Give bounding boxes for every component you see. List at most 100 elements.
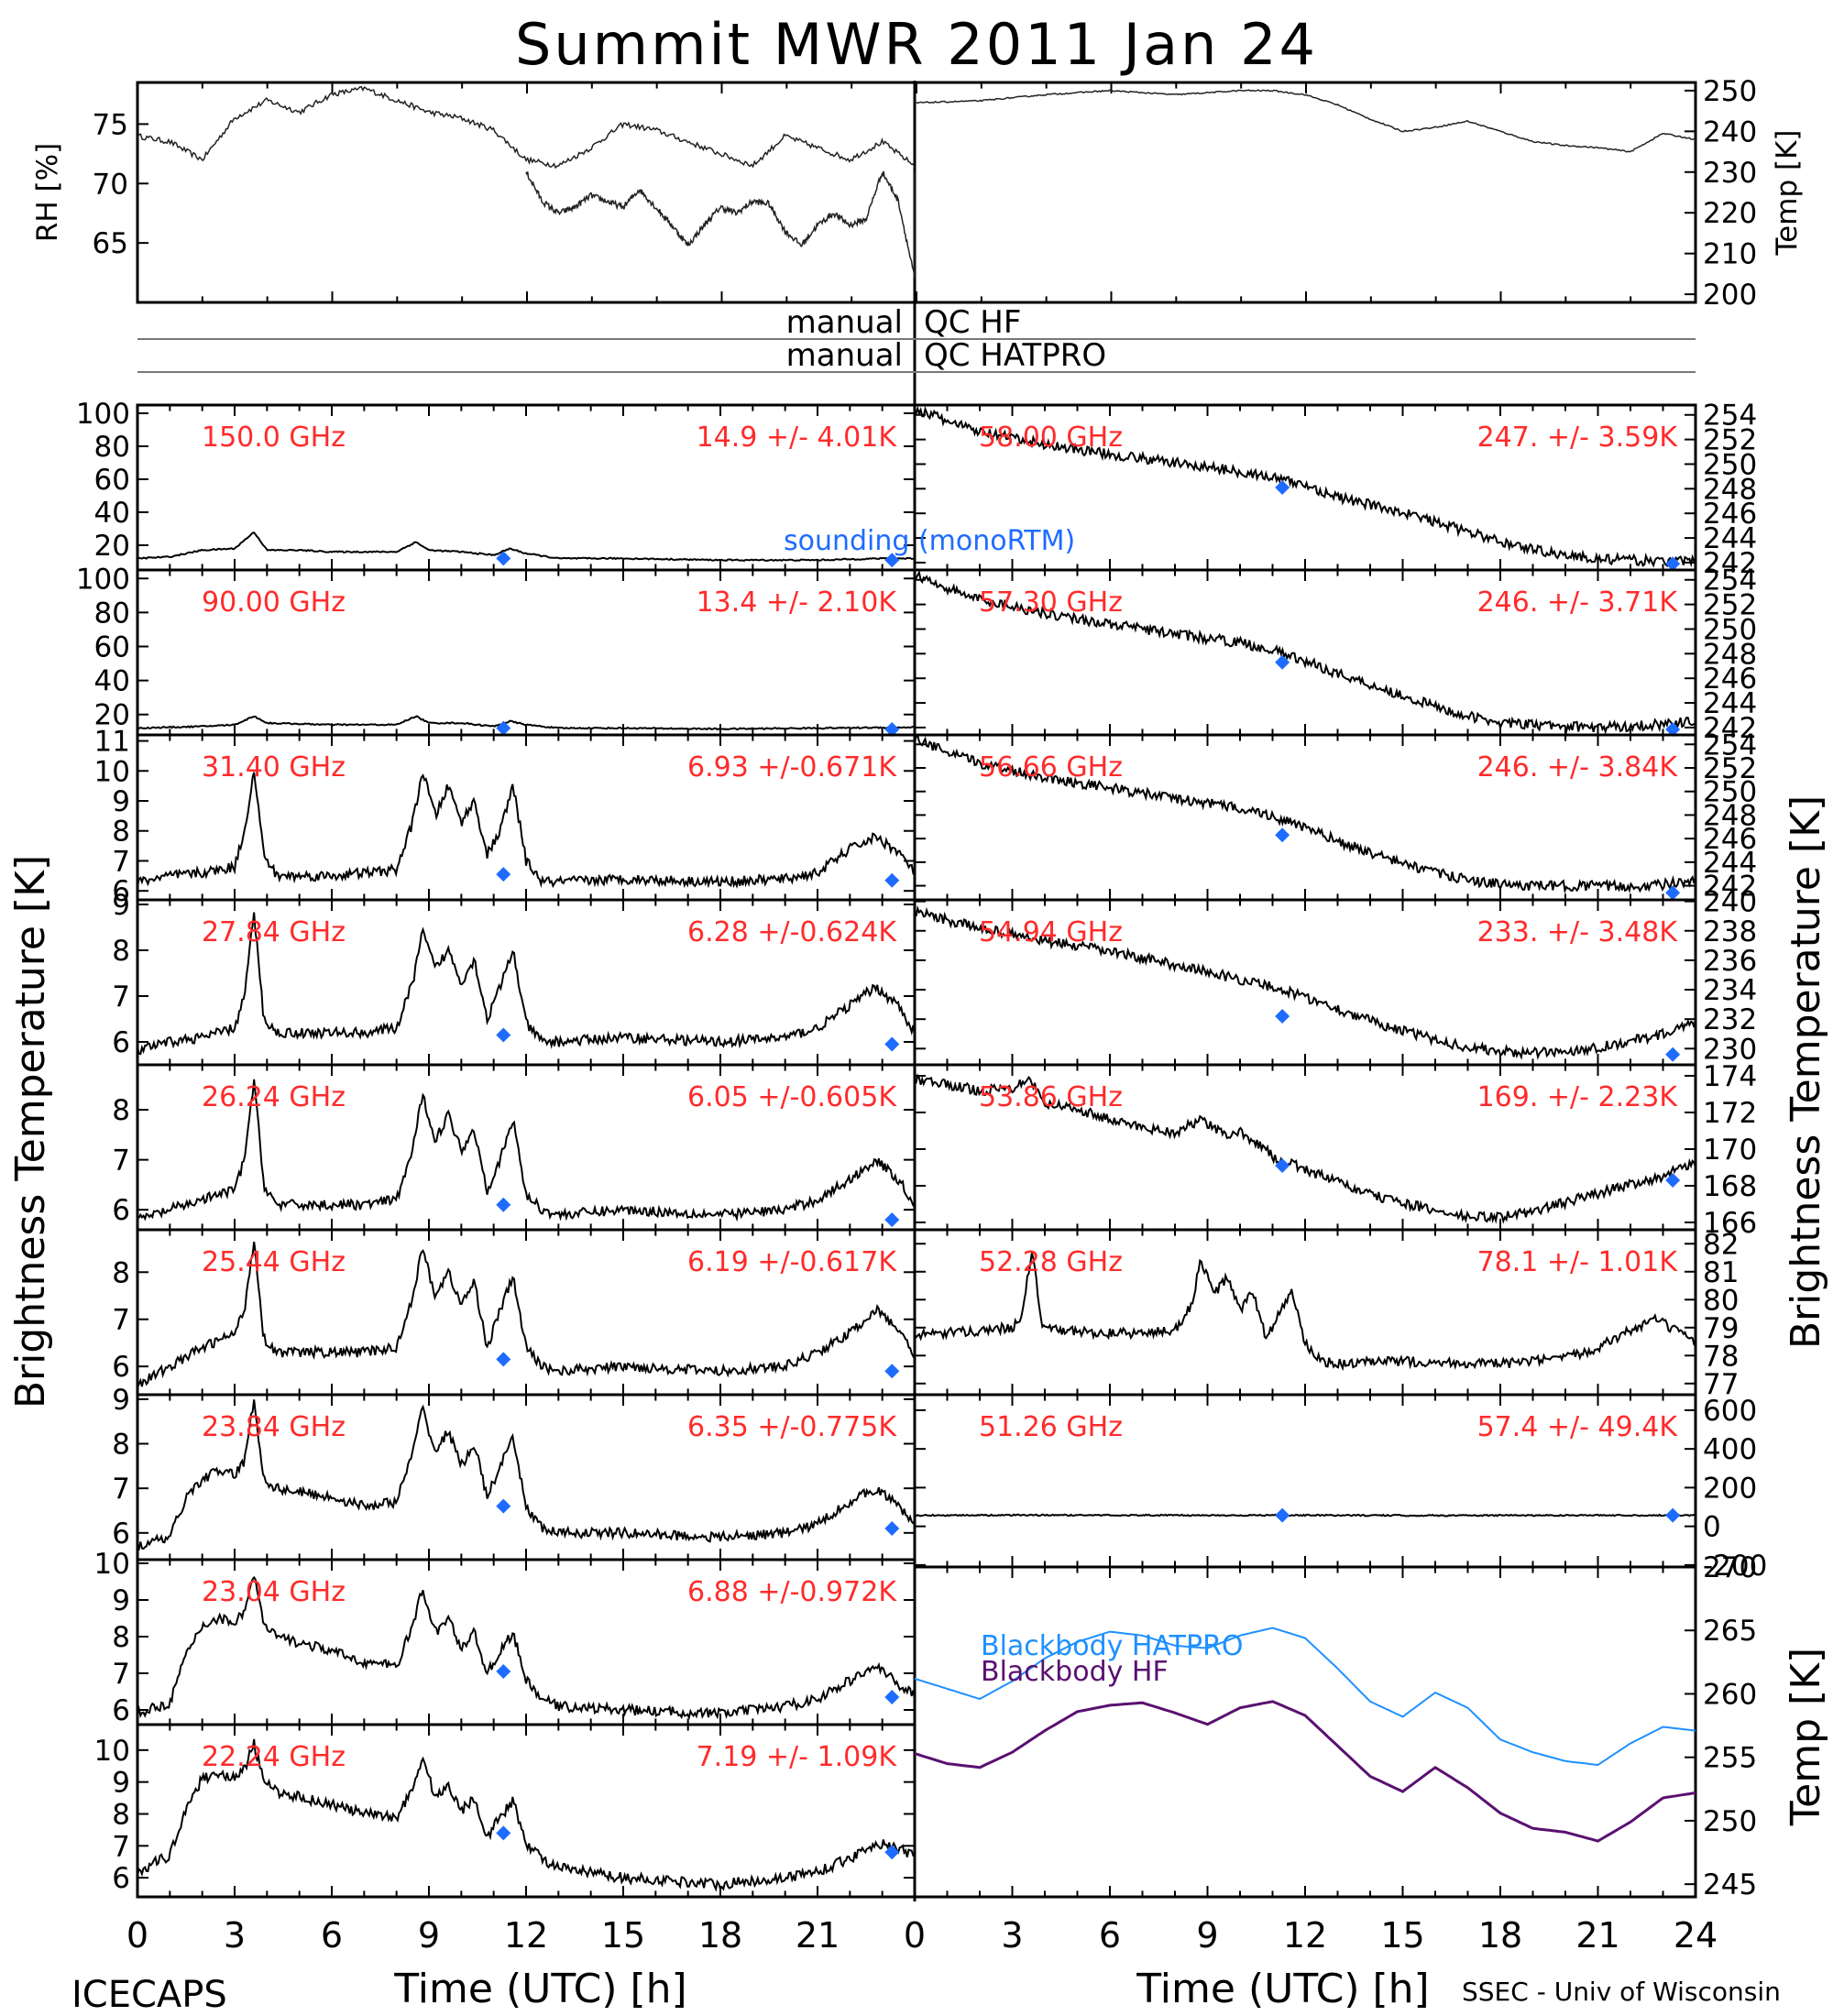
y-tick-label: 7 — [112, 1145, 130, 1178]
y-tick-label: 248 — [1703, 638, 1757, 671]
sounding-marker — [1275, 1158, 1290, 1173]
y-tick-label: 168 — [1703, 1170, 1757, 1203]
channel-stats-label: 13.4 +/- 2.10K — [697, 586, 898, 619]
y-tick-label: 8 — [112, 1429, 130, 1462]
y-tick-label: 9 — [112, 1584, 130, 1617]
channel-frequency-label: 58.00 GHz — [979, 422, 1123, 454]
y-tick-label: 245 — [1703, 1868, 1757, 1901]
x-tick-label: 0 — [904, 1915, 926, 1956]
x-tick-label: 0 — [126, 1915, 148, 1956]
channel-frequency-label: 90.00 GHz — [202, 586, 346, 619]
y-label-right: Brightness Temperature [K] — [1783, 795, 1829, 1349]
channel-stats-label: 78.1 +/- 1.01K — [1477, 1246, 1679, 1278]
x-tick-label: 21 — [1575, 1915, 1619, 1956]
channel-stats-label: 233. +/- 3.48K — [1477, 916, 1679, 948]
sounding-marker — [1665, 1046, 1681, 1062]
legend-entry: Blackbody HATPRO — [981, 1630, 1244, 1662]
channel-stats-label: 14.9 +/- 4.01K — [697, 422, 898, 454]
channel-trace — [137, 1575, 916, 1720]
y-tick-label: 240 — [1703, 115, 1757, 148]
y-tick-label: 244 — [1703, 847, 1757, 880]
sounding-marker — [1275, 654, 1290, 670]
y-tick-label: 244 — [1703, 687, 1757, 720]
channel-trace — [137, 1241, 916, 1388]
channel-stats-label: 6.19 +/-0.617K — [687, 1246, 897, 1278]
x-tick-label: 12 — [1283, 1915, 1327, 1956]
y-tick-label: 250 — [1703, 613, 1757, 646]
x-tick-label: 18 — [1478, 1915, 1522, 1956]
y-tick-label: 6 — [112, 1351, 130, 1384]
sounding-marker — [1275, 827, 1290, 843]
sounding-marker — [496, 1197, 511, 1212]
channel-frequency-label: 23.04 GHz — [202, 1576, 346, 1608]
sounding-marker — [496, 1825, 511, 1841]
y-tick-label: 100 — [76, 563, 130, 596]
y-tick-label: 8 — [112, 1256, 130, 1289]
sounding-marker — [884, 872, 900, 888]
y-tick-label: 7 — [112, 1473, 130, 1506]
y-tick-label: 6 — [112, 1517, 130, 1550]
sounding-marker — [884, 1690, 900, 1704]
y-tick-label: 9 — [112, 785, 130, 818]
channel-trace — [914, 405, 1696, 568]
x-tick-label: 6 — [321, 1915, 343, 1956]
x-tick-label: 9 — [418, 1915, 440, 1956]
qc-label-right: QC HF — [924, 304, 1021, 341]
y-tick-label: 7 — [112, 981, 130, 1013]
channel-frequency-label: 53.86 GHz — [979, 1081, 1123, 1113]
y-tick-label: 6 — [112, 1862, 130, 1895]
temp-trace — [914, 89, 1696, 153]
channel-frequency-label: 56.66 GHz — [979, 751, 1123, 783]
y-tick-label: 246 — [1703, 498, 1757, 531]
sounding-marker — [496, 867, 511, 882]
y-tick-label: 400 — [1703, 1433, 1757, 1466]
y-tick-label: 250 — [1703, 776, 1757, 809]
footer-right: SSEC - Univ of Wisconsin — [1462, 1977, 1781, 2007]
y-tick-label: 242 — [1703, 547, 1757, 580]
y-tick-label: 8 — [112, 935, 130, 968]
y-tick-label: 200 — [1703, 1472, 1757, 1505]
channel-frequency-label: 27.84 GHz — [202, 916, 346, 948]
channel-trace — [137, 1399, 916, 1551]
y-tick-label: 234 — [1703, 974, 1757, 1007]
y-tick-label: 11 — [94, 726, 130, 759]
y-tick-label: 9 — [112, 889, 130, 922]
rh-axis-label: RH [%] — [31, 143, 64, 242]
page-title: Summit MWR 2011 Jan 24 — [515, 11, 1318, 78]
channel-trace — [137, 1079, 916, 1222]
blackbody-axis-label: Temp [K] — [1783, 1648, 1829, 1826]
qc-label-left: manual — [786, 337, 903, 374]
y-tick-label: 20 — [94, 530, 130, 563]
rh-trace — [137, 85, 916, 170]
blackbody-panel-frame — [913, 1565, 1697, 1899]
y-tick-label: 80 — [1703, 1284, 1739, 1317]
channel-frequency-label: 54.94 GHz — [979, 916, 1123, 948]
y-tick-label: 82 — [1703, 1228, 1739, 1261]
y-tick-label: 100 — [76, 398, 130, 431]
y-tick-label: 254 — [1703, 400, 1757, 433]
y-tick-label: 238 — [1703, 915, 1757, 948]
y-tick-label: 8 — [112, 1798, 130, 1831]
y-tick-label: 60 — [94, 631, 130, 664]
sounding-marker — [1275, 480, 1290, 495]
channel-trace — [914, 1513, 1696, 1517]
y-tick-label: 77 — [1703, 1368, 1739, 1401]
y-tick-label: 166 — [1703, 1207, 1757, 1240]
y-tick-label: 9 — [112, 1384, 130, 1417]
y-tick-label: 252 — [1703, 424, 1757, 457]
y-tick-label: 6 — [112, 875, 130, 908]
sounding-marker — [1665, 1173, 1681, 1188]
y-tick-label: 246 — [1703, 823, 1757, 856]
y-tick-label: 254 — [1703, 729, 1757, 761]
y-tick-label: 10 — [94, 1735, 130, 1768]
sounding-marker — [884, 1212, 900, 1228]
channel-stats-label: 169. +/- 2.23K — [1477, 1081, 1679, 1113]
blackbody-hatpro-line — [914, 1627, 1696, 1767]
x-tick-label: 12 — [504, 1915, 548, 1956]
y-tick-label: 7 — [112, 1658, 130, 1691]
sounding-marker — [496, 720, 511, 736]
channel-trace — [137, 1738, 916, 1892]
channel-stats-label: 6.93 +/-0.671K — [687, 751, 897, 783]
qc-label-left: manual — [786, 304, 903, 341]
